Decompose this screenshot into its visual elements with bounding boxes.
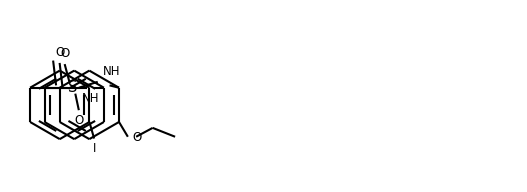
Text: O: O [74, 114, 83, 127]
Text: NH: NH [82, 92, 100, 105]
Text: I: I [92, 142, 96, 155]
Text: S: S [68, 80, 77, 95]
Text: O: O [132, 132, 141, 144]
Text: NH: NH [103, 65, 121, 78]
Text: O: O [55, 46, 64, 59]
Text: O: O [60, 47, 69, 60]
